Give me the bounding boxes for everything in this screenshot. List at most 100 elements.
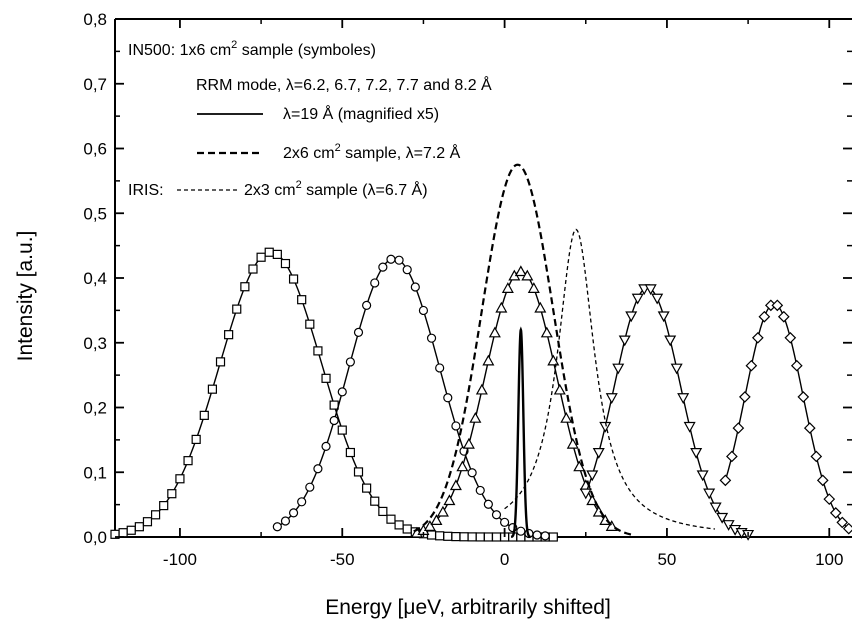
data-point-triangle-up — [443, 494, 456, 506]
series-2 — [272, 254, 550, 541]
data-point-diamond — [745, 359, 758, 372]
data-point-triangle-up — [462, 437, 475, 449]
y-axis-title: Intensity [a.u.] — [14, 231, 37, 362]
data-point-diamond — [777, 310, 790, 323]
data-point-triangle-up — [488, 326, 501, 338]
data-point-diamond — [823, 493, 836, 505]
data-point-square — [443, 531, 453, 541]
data-point-triangle-up — [469, 411, 482, 423]
data-point-triangle-down — [716, 512, 729, 524]
data-point-square — [167, 489, 177, 499]
legend-line-4-sup: 2 — [335, 142, 341, 154]
legend-line-5: 2x3 cm2 sample (λ=6.7 Å) — [244, 179, 428, 199]
data-point-circle — [435, 363, 445, 373]
data-point-square — [362, 483, 372, 493]
data-point-triangle-up — [423, 520, 436, 531]
legend-line-1-after: sample (symboles) — [237, 42, 376, 59]
legend: IN500: 1x6 cm 2 sample (symboles) RRM mod… — [128, 39, 492, 199]
data-point-circle — [321, 441, 331, 452]
data-point-triangle-up — [449, 479, 462, 491]
legend-line-2: RRM mode, λ=6.2, 6.7, 7.2, 7.7 and 8.2 Å — [196, 75, 492, 94]
data-point-triangle-down — [677, 393, 690, 404]
data-point-circle — [532, 530, 542, 540]
data-point-triangle-up — [540, 326, 553, 338]
data-point-circle — [516, 526, 526, 536]
data-point-triangle-up — [456, 460, 469, 472]
data-point-circle — [491, 510, 502, 520]
data-point-triangle-up — [527, 282, 540, 293]
data-point-square — [215, 357, 226, 367]
series-7-line — [413, 163, 635, 537]
data-point-diamond — [829, 507, 842, 519]
data-point-diamond — [816, 474, 829, 487]
data-point-circle — [500, 517, 510, 527]
data-point-square — [240, 282, 250, 292]
data-point-square — [459, 532, 469, 542]
y-tick-label: 0,8 — [83, 10, 107, 29]
data-point-diamond — [797, 391, 810, 403]
data-point-triangle-down — [631, 293, 644, 305]
data-point-square — [370, 496, 380, 506]
data-point-circle — [426, 333, 437, 343]
series-7 — [413, 163, 635, 537]
series-4 — [579, 284, 755, 541]
data-point-triangle-down — [657, 311, 670, 323]
data-point-diamond — [739, 391, 751, 403]
data-point-diamond — [726, 450, 738, 463]
data-point-square — [272, 249, 282, 259]
data-point-circle — [467, 468, 477, 478]
data-point-triangle-up — [521, 269, 534, 281]
series-8-line — [504, 228, 716, 530]
data-point-circle — [394, 255, 404, 265]
data-point-diamond — [784, 331, 797, 344]
series-1-line — [114, 251, 553, 538]
series-3 — [410, 265, 618, 538]
plot-frame — [114, 18, 852, 538]
data-point-square — [150, 510, 161, 520]
data-point-triangle-up — [560, 411, 573, 423]
data-point-square — [353, 467, 364, 477]
data-point-triangle-up — [534, 301, 547, 313]
data-point-triangle-down — [625, 311, 638, 323]
data-point-circle — [329, 415, 339, 426]
data-point-square — [402, 524, 412, 534]
data-point-square — [483, 532, 493, 542]
data-point-square — [256, 252, 266, 262]
data-point-circle — [362, 300, 372, 310]
x-tick-label: -100 — [163, 550, 197, 569]
data-point-square — [288, 274, 299, 284]
data-point-square — [232, 304, 242, 314]
data-point-diamond — [751, 331, 764, 344]
y-tick-label: 0,7 — [83, 75, 107, 94]
data-point-diamond — [732, 422, 745, 434]
series-8 — [504, 228, 716, 530]
y-tick-label: 0,1 — [83, 463, 107, 482]
y-tick-label: 0,6 — [83, 140, 107, 159]
series-2-line — [276, 257, 547, 537]
data-point-triangle-down — [696, 470, 709, 482]
legend-line-1-main: IN500: 1x6 cm — [128, 42, 231, 59]
series-6-line — [510, 326, 531, 539]
data-point-diamond — [758, 310, 771, 323]
series-layer — [110, 163, 852, 542]
data-point-square — [435, 531, 445, 541]
legend-line-3-main: λ=19 Å (magnified x5) — [283, 104, 439, 123]
axes-layer: 0,0 0,1 0,2 0,3 0,4 0,5 0,6 0,7 0,8 -100 -50 0 50 100 — [83, 10, 852, 569]
legend-line-4-main: 2x6 cm — [283, 145, 335, 162]
legend-line-5-sup: 2 — [296, 179, 302, 191]
data-point-triangle-down — [579, 488, 592, 500]
data-point-square — [451, 532, 461, 542]
data-point-square — [321, 373, 331, 383]
data-point-square — [118, 528, 128, 538]
data-point-triangle-up — [475, 383, 488, 395]
legend-line-5-pre: IRIS: — [128, 182, 164, 199]
data-point-diamond — [803, 422, 816, 434]
data-point-circle — [540, 531, 550, 541]
legend-line-2-main: RRM mode, λ=6.2, 6.7, 7.2, 7.7 and 8.2 Å — [196, 75, 492, 94]
data-point-triangle-down — [586, 470, 599, 482]
data-point-square — [386, 514, 396, 524]
data-point-circle — [305, 482, 315, 492]
data-point-circle — [272, 522, 282, 532]
data-point-circle — [297, 497, 307, 507]
data-point-triangle-up — [430, 514, 443, 526]
